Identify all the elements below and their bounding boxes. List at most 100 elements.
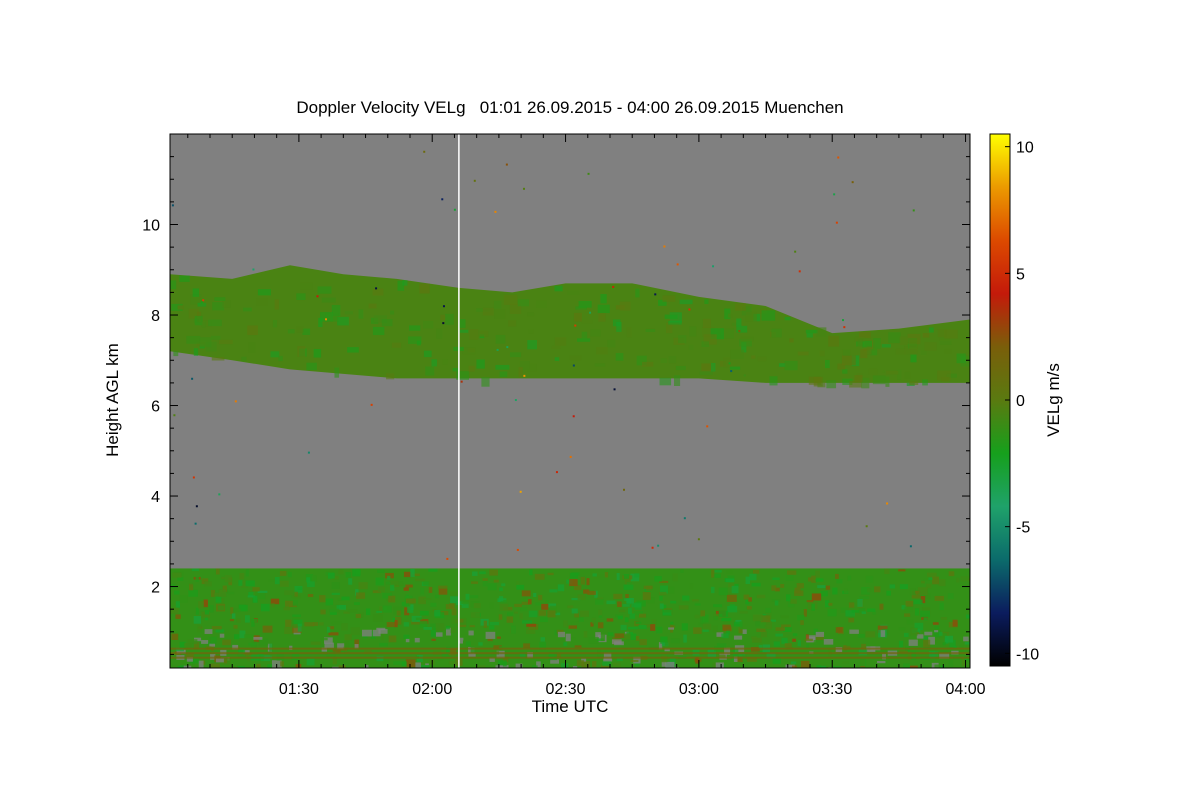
cloud-texture-cell (390, 310, 395, 315)
boundary-texture-cell (755, 620, 761, 627)
boundary-texture-cell (928, 577, 933, 580)
boundary-texture-cell (616, 573, 620, 581)
boundary-texture-cell (307, 594, 314, 597)
boundary-texture-cell (716, 632, 724, 637)
boundary-texture-cell (630, 659, 639, 663)
boundary-texture-cell (813, 640, 821, 645)
boundary-texture-cell (797, 640, 801, 647)
cloud-texture-cell (904, 345, 918, 355)
boundary-texture-cell (294, 591, 298, 597)
cloud-texture-cell (797, 351, 809, 356)
boundary-texture-cell (348, 578, 353, 585)
boundary-texture-cell (538, 610, 547, 616)
boundary-texture-cell (521, 590, 531, 597)
boundary-texture-cell (390, 583, 395, 591)
boundary-texture-cell (389, 580, 400, 586)
boundary-texture-cell (171, 633, 179, 640)
boundary-texture-cell (253, 636, 263, 640)
boundary-texture-cell (401, 601, 409, 607)
noise-pixel (843, 326, 846, 329)
x-tick-label: 01:30 (279, 681, 319, 698)
noise-pixel (252, 268, 255, 271)
cloud-texture-cell (256, 298, 268, 306)
noise-pixel (375, 287, 378, 290)
boundary-texture-cell (503, 656, 509, 662)
boundary-texture-cell (811, 603, 815, 611)
boundary-texture-cell (580, 610, 589, 617)
noise-pixel (569, 455, 572, 458)
boundary-texture-cell (332, 666, 340, 668)
boundary-texture-cell (765, 607, 772, 613)
boundary-texture-cell (638, 613, 647, 618)
boundary-texture-cell (405, 598, 416, 604)
boundary-texture-cell (184, 643, 193, 648)
boundary-texture-cell (572, 666, 578, 668)
boundary-texture-cell (232, 644, 239, 650)
cloud-texture-cell (358, 309, 364, 319)
cloud-texture-cell (626, 327, 632, 338)
cloud-texture-cell (778, 363, 786, 367)
x-tick-label: 04:00 (946, 681, 986, 698)
cloud-texture-cell (528, 329, 534, 334)
boundary-texture-cell (626, 632, 634, 635)
boundary-texture-cell (727, 592, 734, 595)
boundary-texture-cell (595, 632, 601, 639)
boundary-texture-cell (884, 568, 890, 575)
cloud-texture-cell (745, 311, 757, 322)
boundary-texture-cell (526, 626, 536, 634)
boundary-texture-cell (746, 606, 752, 610)
boundary-texture-cell (760, 615, 771, 623)
boundary-texture-cell (430, 629, 436, 637)
boundary-texture-cell (394, 619, 398, 628)
boundary-texture-cell (479, 571, 486, 575)
noise-pixel (195, 505, 198, 508)
boundary-texture-cell (772, 657, 781, 664)
boundary-texture-cell (659, 603, 664, 609)
boundary-texture-cell (446, 646, 451, 654)
boundary-texture-cell (267, 664, 273, 668)
y-tick-label: 2 (151, 580, 160, 597)
noise-pixel (612, 285, 615, 288)
boundary-texture-cell (461, 600, 469, 605)
boundary-texture-cell (563, 620, 568, 628)
cloud-texture-cell (493, 300, 502, 309)
boundary-texture-cell (307, 580, 315, 588)
boundary-texture-cell (734, 583, 739, 587)
noise-pixel (851, 181, 854, 184)
noise-pixel (441, 198, 444, 201)
boundary-texture-cell (624, 598, 631, 602)
boundary-texture-cell (932, 576, 939, 585)
boundary-texture-cell (933, 630, 941, 638)
cloud-texture-cell (598, 313, 606, 322)
boundary-texture-cell (634, 611, 643, 616)
boundary-texture-cell (465, 641, 471, 646)
boundary-texture-cell (376, 627, 386, 631)
boundary-texture-cell (752, 569, 760, 574)
boundary-texture-cell (624, 617, 629, 623)
cloud-texture-cell (577, 338, 591, 342)
boundary-texture-cell (752, 637, 762, 643)
boundary-texture-cell (603, 658, 613, 662)
cloud-texture-cell (402, 280, 408, 286)
boundary-texture-cell (694, 603, 701, 606)
cloud-texture-cell (664, 314, 678, 319)
cloud-texture-cell (373, 315, 388, 323)
boundary-texture-cell (362, 635, 368, 639)
boundary-texture-cell (210, 589, 216, 597)
boundary-texture-cell (328, 626, 335, 630)
boundary-texture-cell (832, 587, 838, 595)
boundary-texture-cell (270, 598, 280, 605)
boundary-texture-cell (341, 596, 350, 601)
boundary-texture-cell (597, 622, 604, 629)
noise-pixel (473, 179, 476, 182)
boundary-texture-cell (269, 643, 273, 652)
boundary-texture-cell (210, 636, 217, 644)
cloud-texture-cell (910, 354, 917, 363)
boundary-texture-cell (784, 643, 792, 648)
boundary-texture-cell (473, 603, 481, 609)
cloud-texture-cell (678, 335, 687, 344)
boundary-texture-cell (956, 577, 960, 583)
boundary-texture-cell (580, 576, 586, 585)
boundary-texture-cell (262, 625, 273, 633)
boundary-texture-cell (469, 595, 479, 599)
